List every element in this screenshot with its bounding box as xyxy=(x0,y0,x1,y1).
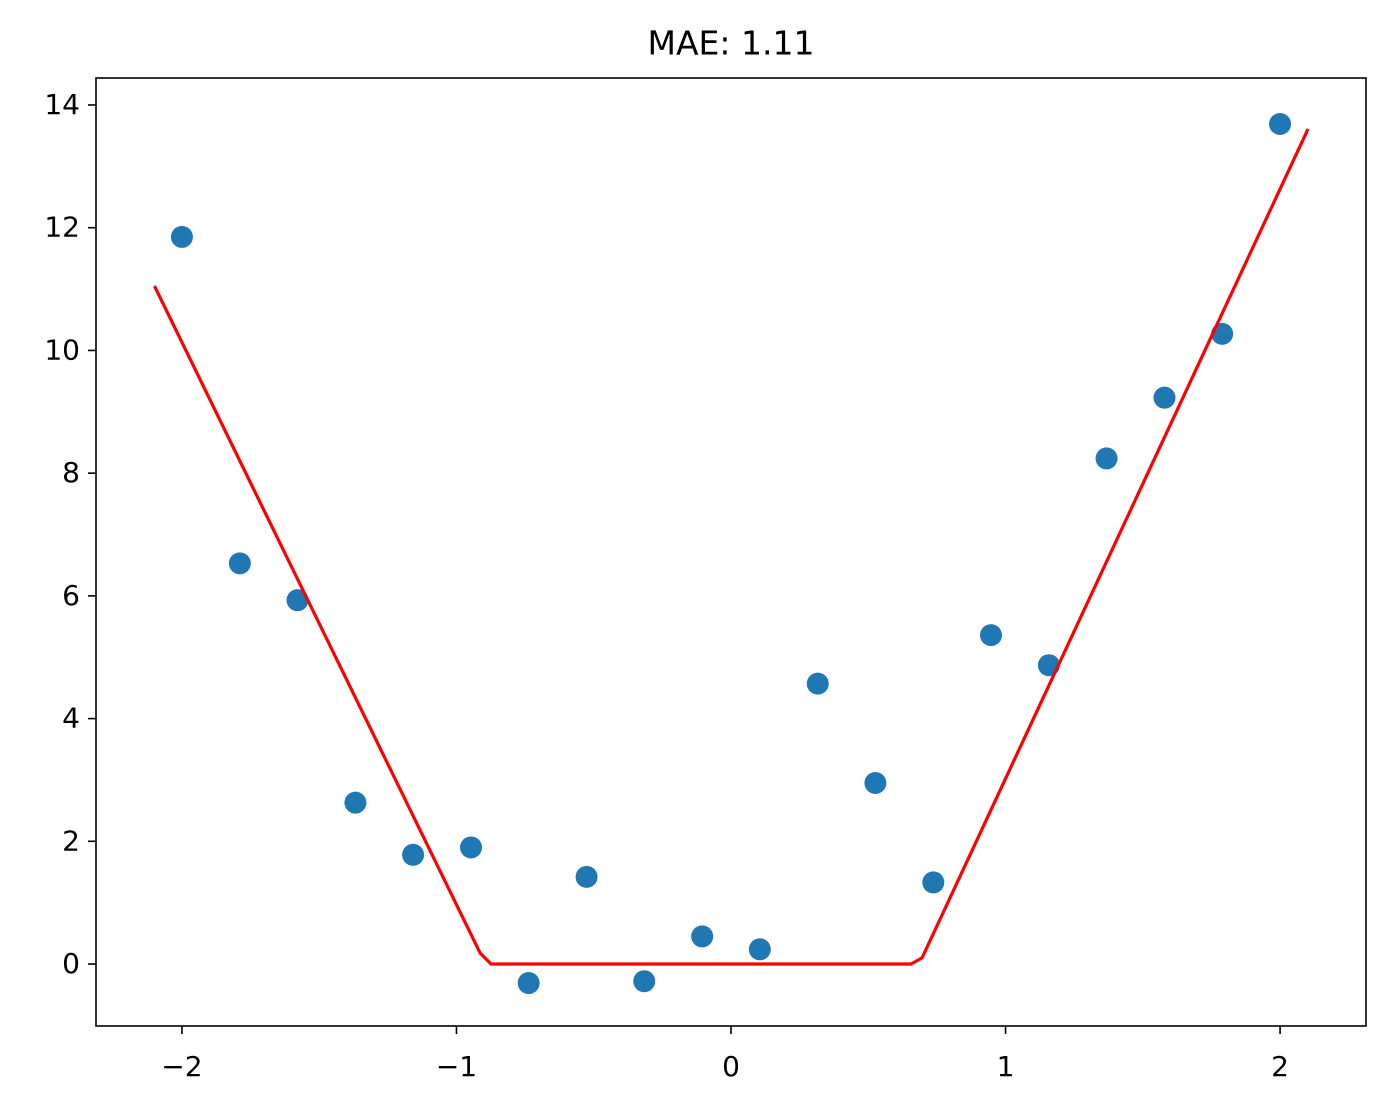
y-tick-label: 4 xyxy=(62,702,80,735)
scatter-point xyxy=(1095,447,1118,470)
scatter-point xyxy=(575,865,598,888)
x-tick-label: 0 xyxy=(722,1050,740,1083)
scatter-point xyxy=(517,972,540,995)
scatter-point xyxy=(1211,322,1234,345)
y-tick-label: 6 xyxy=(62,579,80,612)
scatter-point xyxy=(748,938,771,961)
scatter-point xyxy=(402,843,425,866)
scatter-point xyxy=(864,772,887,795)
scatter-point xyxy=(1153,386,1176,409)
scatter-point xyxy=(1269,113,1292,136)
y-tick-label: 8 xyxy=(62,456,80,489)
scatter-point xyxy=(460,836,483,859)
scatter-point xyxy=(691,925,714,948)
scatter-point xyxy=(286,589,309,612)
scatter-point xyxy=(806,672,829,695)
chart-title: MAE: 1.11 xyxy=(648,24,815,63)
x-tick-label: 2 xyxy=(1271,1050,1289,1083)
plot-frame xyxy=(95,77,1367,1027)
y-tick-label: 0 xyxy=(62,947,80,980)
x-tick-label: 1 xyxy=(997,1050,1015,1083)
y-tick-label: 10 xyxy=(44,333,80,366)
scatter-point xyxy=(979,624,1002,647)
y-tick-label: 12 xyxy=(44,211,80,244)
y-tick-label: 14 xyxy=(44,88,80,121)
x-tick-label: −1 xyxy=(436,1050,477,1083)
scatter-point xyxy=(633,970,656,993)
scatter-point xyxy=(344,791,367,814)
scatter-point xyxy=(228,552,251,575)
scatter-point xyxy=(170,225,193,248)
y-tick-label: 2 xyxy=(62,824,80,857)
line xyxy=(153,128,1310,966)
scatter-point xyxy=(922,871,945,894)
x-tick-label: −2 xyxy=(161,1050,202,1083)
